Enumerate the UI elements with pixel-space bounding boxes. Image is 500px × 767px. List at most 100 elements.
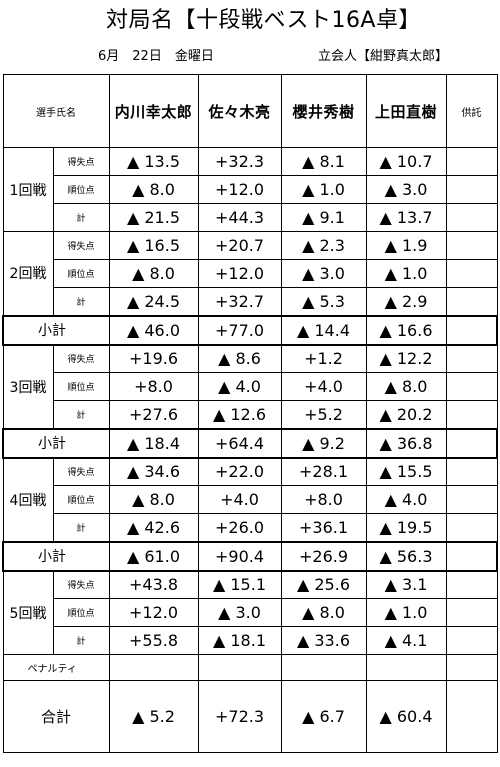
score-cell: ▲ 1.0: [280, 175, 367, 204]
supply-cell: [445, 344, 498, 373]
supply-cell: [445, 147, 498, 176]
score-cell: ▲ 1.0: [365, 598, 447, 627]
supply-cell: [445, 680, 498, 753]
round-row: 計 ▲ 21.5 +44.3 ▲ 9.1 ▲ 13.7: [3, 203, 498, 232]
score-cell: +12.0: [197, 259, 282, 288]
score-cell: +20.7: [197, 231, 282, 260]
score-cell: +4.0: [280, 372, 367, 401]
grand-total-row: 合計 ▲ 5.2 +72.3 ▲ 6.7 ▲ 60.4: [2, 680, 498, 753]
round-row: 1回戦 得失点 ▲ 13.5 +32.3 ▲ 8.1 ▲ 10.7: [2, 147, 498, 232]
subtotal-value: ▲ 46.0: [108, 314, 199, 346]
subtotal-value: ▲ 16.6: [365, 314, 447, 346]
round-label: 4回戦: [2, 457, 54, 542]
round-row: 計 +55.8 ▲ 18.1 ▲ 33.6 ▲ 4.1: [3, 626, 498, 655]
score-cell: +19.6: [108, 344, 199, 373]
supply-cell: [445, 570, 498, 599]
supply-header: 供託: [445, 74, 498, 148]
score-cell: ▲ 15.1: [197, 570, 282, 599]
subtotal-value: ▲ 56.3: [365, 540, 447, 572]
grand-total-value: ▲ 6.7: [280, 680, 367, 753]
score-cell: ▲ 16.5: [108, 231, 199, 260]
row-type-label: 得失点: [52, 570, 110, 599]
row-type-label: 順位点: [52, 372, 110, 401]
score-cell: ▲ 10.7: [365, 147, 447, 176]
row-type-label: 計: [52, 626, 110, 655]
score-cell: ▲ 4.0: [365, 485, 447, 514]
score-cell: +55.8: [108, 626, 199, 655]
subtotal-value: +26.9: [280, 540, 367, 572]
score-cell: +12.0: [108, 598, 199, 627]
score-cell: ▲ 2.3: [280, 231, 367, 260]
subtotal-label: 小計: [2, 540, 110, 572]
player-name: 櫻井秀樹: [280, 74, 367, 148]
grand-total-label: 合計: [2, 680, 110, 753]
penalty-cell: [280, 654, 367, 681]
round-label: 3回戦: [2, 344, 54, 429]
player-name-header: 選手氏名: [2, 74, 110, 148]
score-cell: ▲ 1.9: [365, 231, 447, 260]
score-cell: ▲ 25.6: [280, 570, 367, 599]
row-type-label: 計: [52, 287, 110, 316]
score-cell: ▲ 9.1: [280, 203, 367, 232]
score-cell: ▲ 8.0: [365, 372, 447, 401]
score-cell: +32.7: [197, 287, 282, 316]
row-type-label: 得失点: [52, 147, 110, 176]
supply-cell: [445, 598, 498, 627]
row-type-label: 計: [52, 513, 110, 542]
row-type-label: 計: [52, 203, 110, 232]
penalty-row: ペナルティ: [2, 654, 498, 681]
round-row: 3回戦 得失点 +19.6 ▲ 8.6 +1.2 ▲ 12.2: [2, 344, 498, 429]
subtotal-label: 小計: [2, 314, 110, 346]
subtotal-label: 小計: [2, 427, 110, 459]
match-date: 6月 22日 金曜日: [98, 49, 214, 64]
score-cell: +26.0: [197, 513, 282, 542]
round-row: 計 ▲ 24.5 +32.7 ▲ 5.3 ▲ 2.9: [3, 287, 498, 316]
score-cell: +5.2: [280, 400, 367, 429]
supply-cell: [445, 540, 498, 572]
score-cell: ▲ 5.3: [280, 287, 367, 316]
grand-total-value: ▲ 5.2: [108, 680, 199, 753]
score-cell: ▲ 8.0: [108, 259, 199, 288]
score-cell: +22.0: [197, 457, 282, 486]
supply-cell: [445, 175, 498, 204]
referee-name: 立会人【紺野真太郎】: [318, 49, 449, 64]
score-cell: ▲ 13.7: [365, 203, 447, 232]
score-cell: +44.3: [197, 203, 282, 232]
penalty-cell: [365, 654, 447, 681]
score-cell: +28.1: [280, 457, 367, 486]
round-label: 1回戦: [2, 147, 54, 232]
round-row: 順位点 ▲ 8.0 +4.0 +8.0 ▲ 4.0: [3, 485, 498, 514]
score-cell: ▲ 8.6: [197, 344, 282, 373]
score-cell: ▲ 18.1: [197, 626, 282, 655]
score-cell: ▲ 13.5: [108, 147, 199, 176]
score-cell: ▲ 20.2: [365, 400, 447, 429]
score-cell: +43.8: [108, 570, 199, 599]
round-label: 2回戦: [2, 231, 54, 316]
score-cell: +36.1: [280, 513, 367, 542]
row-type-label: 順位点: [52, 485, 110, 514]
score-cell: ▲ 3.0: [197, 598, 282, 627]
player-name: 内川幸太郎: [108, 74, 199, 148]
round-row: 計 ▲ 42.6 +26.0 +36.1 ▲ 19.5: [3, 513, 498, 542]
supply-cell: [445, 314, 498, 346]
row-type-label: 順位点: [52, 175, 110, 204]
row-type-label: 得失点: [52, 457, 110, 486]
supply-cell: [445, 513, 498, 542]
score-cell: ▲ 34.6: [108, 457, 199, 486]
penalty-cell: [108, 654, 199, 681]
supply-cell: [445, 203, 498, 232]
score-cell: ▲ 3.0: [280, 259, 367, 288]
grand-total-value: ▲ 60.4: [365, 680, 447, 753]
row-type-label: 計: [52, 400, 110, 429]
supply-cell: [445, 372, 498, 401]
header-row: 選手氏名 内川幸太郎 佐々木亮 櫻井秀樹 上田直樹 供託: [2, 74, 498, 148]
score-cell: ▲ 24.5: [108, 287, 199, 316]
supply-cell: [445, 457, 498, 486]
supply-cell: [445, 400, 498, 429]
score-cell: ▲ 3.0: [365, 175, 447, 204]
round-row: 計 +27.6 ▲ 12.6 +5.2 ▲ 20.2: [3, 400, 498, 429]
score-cell: +8.0: [108, 372, 199, 401]
score-cell: ▲ 4.1: [365, 626, 447, 655]
subtotal-value: ▲ 18.4: [108, 427, 199, 459]
penalty-cell: [197, 654, 282, 681]
